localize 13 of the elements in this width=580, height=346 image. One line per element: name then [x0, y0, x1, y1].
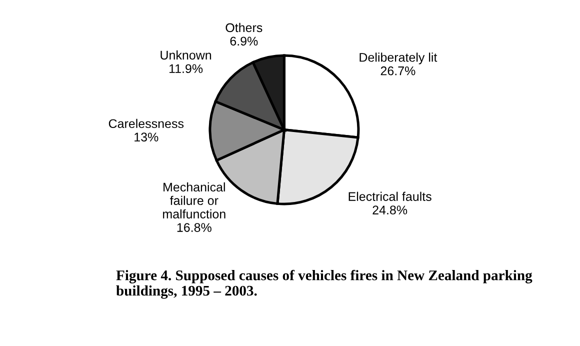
slice-label: Mechanical failure or malfunction [163, 182, 226, 218]
slice-label: Deliberately lit [360, 52, 438, 64]
text: Figure 4. Supposed causes of vehicles fires in New Zealand parking buildings, 1995 – 2003. [116, 270, 532, 299]
data-label: 16.8% [177, 223, 212, 232]
slice-label: Unknown [160, 50, 212, 60]
data-label: 13% [134, 132, 158, 142]
data-label: 24.8% [372, 206, 408, 214]
data-label: 11.9% [169, 64, 203, 74]
data-label: 26.7% [380, 66, 416, 76]
data-label: 6.9% [230, 36, 258, 46]
slice-label: Electrical faults [348, 192, 432, 201]
slice-label: Carelessness [108, 118, 184, 128]
slice-label: Others [226, 22, 262, 32]
